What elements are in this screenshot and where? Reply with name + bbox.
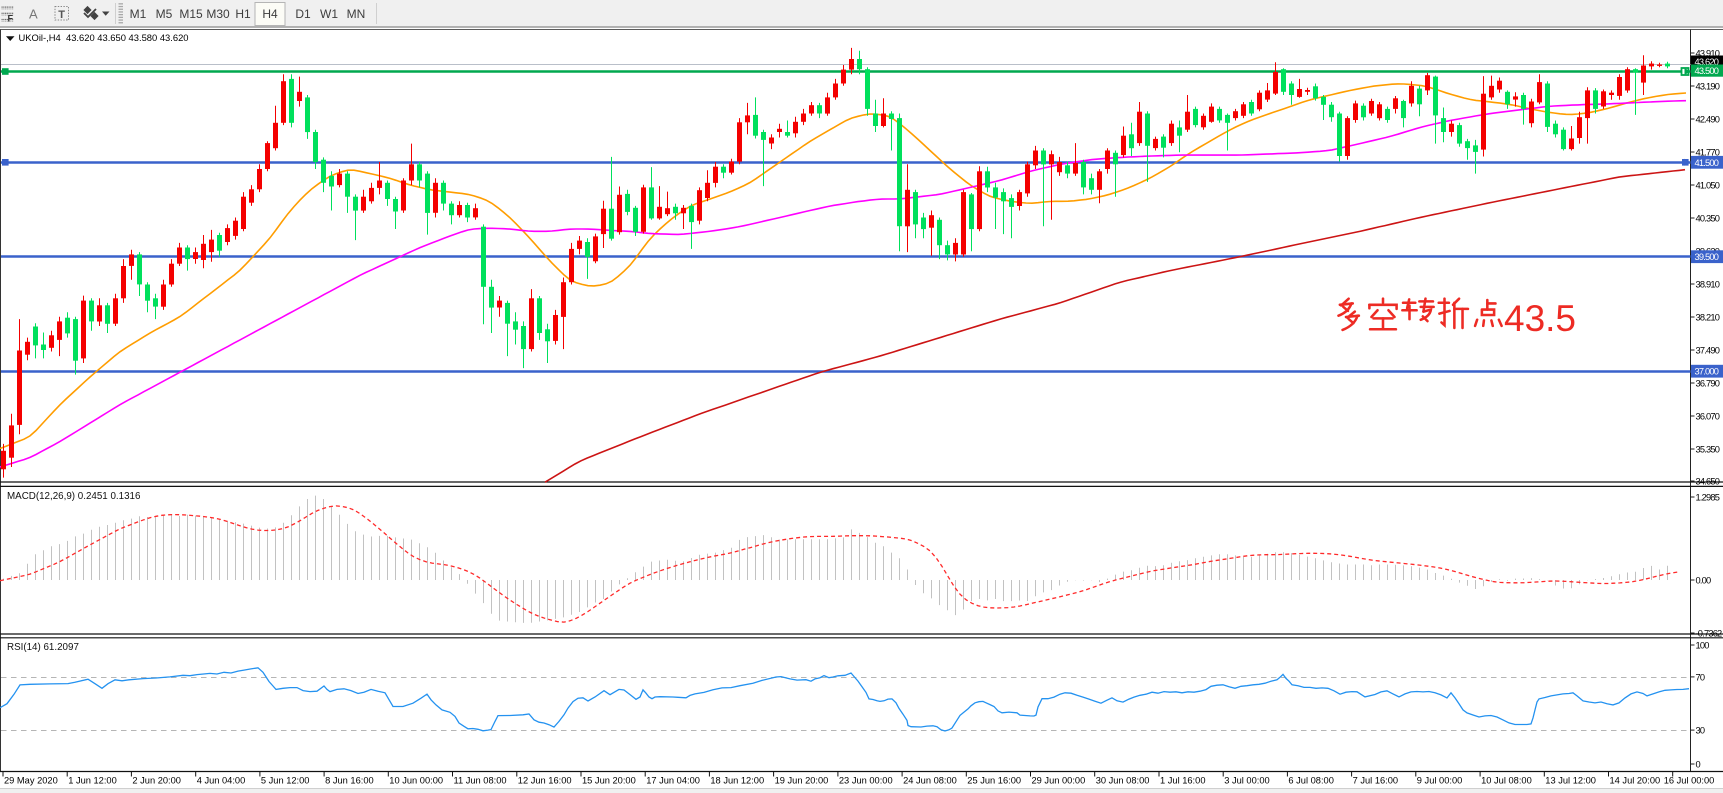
svg-text:23 Jun 00:00: 23 Jun 00:00	[839, 776, 893, 786]
svg-text:15 Jun 20:00: 15 Jun 20:00	[582, 776, 636, 786]
svg-text:36.070: 36.070	[1696, 411, 1720, 421]
svg-text:RSI(14) 61.2097: RSI(14) 61.2097	[7, 642, 79, 653]
svg-text:F: F	[8, 14, 14, 24]
svg-text:43.620: 43.620	[1695, 57, 1719, 67]
svg-text:11 Jun 08:00: 11 Jun 08:00	[454, 776, 507, 786]
svg-text:34.650: 34.650	[1696, 476, 1720, 486]
svg-text:-0.7362: -0.7362	[1696, 628, 1723, 638]
svg-text:42.490: 42.490	[1696, 114, 1720, 124]
svg-text:A: A	[29, 7, 38, 22]
svg-text:39.500: 39.500	[1695, 252, 1719, 262]
svg-text:MN: MN	[347, 7, 366, 21]
svg-text:M5: M5	[156, 7, 173, 21]
svg-text:35.350: 35.350	[1696, 444, 1720, 454]
svg-text:0.00: 0.00	[1696, 575, 1712, 585]
svg-text:T: T	[58, 9, 65, 21]
svg-text:M15: M15	[179, 7, 203, 21]
svg-text:70: 70	[1696, 672, 1705, 682]
svg-text:0: 0	[1696, 759, 1701, 769]
svg-text:10 Jun 00:00: 10 Jun 00:00	[389, 776, 443, 786]
svg-text:24 Jun 08:00: 24 Jun 08:00	[903, 776, 957, 786]
svg-text:37.490: 37.490	[1696, 345, 1720, 355]
svg-text:18 Jun 12:00: 18 Jun 12:00	[710, 776, 764, 786]
svg-text:1.2985: 1.2985	[1696, 492, 1720, 502]
svg-text:UKOil-,H4: UKOil-,H4	[19, 32, 61, 43]
svg-text:6 Jul 08:00: 6 Jul 08:00	[1288, 776, 1334, 786]
svg-text:40.350: 40.350	[1696, 213, 1720, 223]
svg-text:2 Jun 20:00: 2 Jun 20:00	[132, 776, 181, 786]
svg-text:8 Jun 16:00: 8 Jun 16:00	[325, 776, 374, 786]
svg-text:43.190: 43.190	[1696, 81, 1720, 91]
svg-text:17 Jun 04:00: 17 Jun 04:00	[646, 776, 700, 786]
svg-text:5 Jun 12:00: 5 Jun 12:00	[261, 776, 310, 786]
svg-text:37.000: 37.000	[1695, 367, 1719, 377]
svg-text:13 Jul 12:00: 13 Jul 12:00	[1545, 776, 1596, 786]
svg-text:41.050: 41.050	[1696, 180, 1720, 190]
svg-text:MACD(12,26,9) 0.2451 0.1316: MACD(12,26,9) 0.2451 0.1316	[7, 491, 141, 502]
svg-text:41.770: 41.770	[1696, 147, 1720, 157]
svg-text:9 Jul 00:00: 9 Jul 00:00	[1417, 776, 1463, 786]
svg-text:3 Jul 00:00: 3 Jul 00:00	[1224, 776, 1270, 786]
svg-text:38.910: 38.910	[1696, 279, 1720, 289]
svg-text:1 Jun 12:00: 1 Jun 12:00	[68, 776, 117, 786]
svg-text:7 Jul 16:00: 7 Jul 16:00	[1353, 776, 1399, 786]
svg-text:30 Jun 08:00: 30 Jun 08:00	[1096, 776, 1150, 786]
svg-text:M1: M1	[130, 7, 147, 21]
svg-text:12 Jun 16:00: 12 Jun 16:00	[518, 776, 572, 786]
svg-text:H1: H1	[235, 7, 251, 21]
svg-text:4 Jun 04:00: 4 Jun 04:00	[197, 776, 246, 786]
svg-text:29 May 2020: 29 May 2020	[4, 776, 58, 786]
svg-text:36.790: 36.790	[1696, 378, 1720, 388]
svg-text:D1: D1	[295, 7, 311, 21]
svg-text:43.620 43.650 43.580 43.620: 43.620 43.650 43.580 43.620	[66, 32, 189, 43]
svg-text:30: 30	[1696, 726, 1705, 736]
svg-text:100: 100	[1696, 640, 1710, 650]
svg-text:41.500: 41.500	[1695, 158, 1719, 168]
svg-text:38.210: 38.210	[1696, 312, 1720, 322]
svg-text:16 Jul 00:00: 16 Jul 00:00	[1664, 776, 1715, 786]
svg-text:14 Jul 20:00: 14 Jul 20:00	[1610, 776, 1661, 786]
svg-text:10 Jul 08:00: 10 Jul 08:00	[1481, 776, 1532, 786]
svg-text:43.910: 43.910	[1696, 48, 1720, 58]
svg-text:1 Jul 16:00: 1 Jul 16:00	[1160, 776, 1206, 786]
svg-text:43.5: 43.5	[1504, 298, 1576, 339]
svg-text:43.500: 43.500	[1695, 66, 1719, 76]
svg-text:W1: W1	[320, 7, 338, 21]
svg-text:25 Jun 16:00: 25 Jun 16:00	[967, 776, 1021, 786]
svg-text:H4: H4	[262, 7, 278, 21]
svg-text:M30: M30	[206, 7, 230, 21]
svg-text:29 Jun 00:00: 29 Jun 00:00	[1032, 776, 1086, 786]
svg-text:19 Jun 20:00: 19 Jun 20:00	[775, 776, 829, 786]
